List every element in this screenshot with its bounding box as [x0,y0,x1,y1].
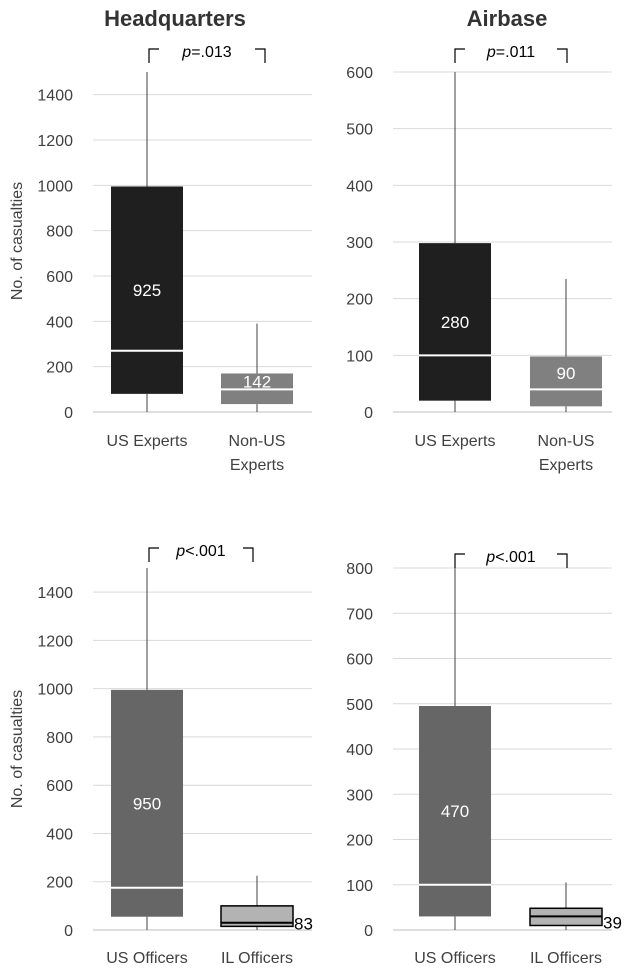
y-tick-label: 800 [46,730,73,747]
y-tick-label: 700 [346,606,373,623]
x-category-label: US Experts [415,433,496,450]
chart-panel-3: No. of casualties 0 200 400 600 800 1000 1200 14… [9,543,313,967]
significance-bracket-left [148,547,159,562]
y-tick-label: 1200 [37,633,73,650]
x-category-label: IL Officers [221,950,293,967]
y-tick-label: 200 [346,833,373,850]
chart-panel-2: Airbase 0 100 200 300 400 500 600 280 US Experts 9… [346,6,612,474]
chart-title: Headquarters [104,6,246,31]
box-value-label: 470 [441,802,469,821]
chart-panel-4: 0 100 200 300 400 500 600 700 800 470 US Officers 3… [346,549,622,967]
p-value-text: <.001 [495,549,536,566]
box-body [111,186,183,394]
x-category-label: US Officers [106,950,188,967]
x-category-label: US Experts [107,433,188,450]
box-body [530,356,602,407]
box-body [220,905,294,928]
x-category-label: IL Officers [530,950,602,967]
significance-bracket-right [255,48,266,63]
box-value-label: 142 [243,372,271,391]
y-tick-label: 0 [364,923,373,940]
p-value-text: <.001 [185,543,226,560]
y-tick-label: 500 [346,697,373,714]
chart-panel-1: Headquarters No. of casualties 0 200 400 600 8… [9,6,312,474]
y-tick-label: 200 [346,292,373,309]
y-tick-label: 300 [346,235,373,252]
y-tick-label: 800 [46,224,73,241]
chart-title: Airbase [467,6,548,31]
box-value-label: 90 [557,364,576,383]
box-value-label: 83 [294,914,313,933]
y-tick-label: 600 [346,652,373,669]
y-tick-label: 600 [346,65,373,82]
box-value-label: 280 [441,313,469,332]
y-tick-label: 1000 [37,682,73,699]
y-tick-label: 400 [346,178,373,195]
significance-bracket-left [454,48,465,63]
y-tick-label: 1000 [37,178,73,195]
y-tick-label: 1400 [37,88,73,105]
y-tick-label: 300 [346,787,373,804]
y-tick-label: 400 [46,826,73,843]
p-value-symbol: p [175,543,185,560]
p-value-label: p=.013 [181,44,231,61]
box-value-label: 39 [603,913,622,932]
x-category-label: Non-US [229,433,286,450]
y-tick-label: 200 [46,360,73,377]
significance-bracket-right [557,553,568,568]
p-value-text: =.013 [191,44,232,61]
x-category-label: Experts [230,457,284,474]
box-body [419,243,491,401]
y-tick-label: 0 [64,923,73,940]
y-tick-label: 1400 [37,585,73,602]
y-tick-label: 500 [346,122,373,139]
significance-bracket-right [243,547,254,562]
y-axis-label: No. of casualties [9,690,26,808]
p-value-text: =.011 [496,44,535,61]
p-value-symbol: p [181,44,191,61]
x-category-label: US Officers [414,950,496,967]
significance-bracket-left [454,553,465,568]
y-tick-label: 0 [64,405,73,422]
y-tick-label: 600 [46,778,73,795]
p-value-label: p=.011 [486,44,535,61]
significance-bracket-right [557,48,568,63]
x-category-label: Non-US [538,433,595,450]
significance-bracket-left [148,48,159,63]
y-tick-label: 100 [346,878,373,895]
y-tick-label: 400 [46,314,73,331]
box-value-label: 925 [133,281,161,300]
p-value-label: p<.001 [485,549,535,566]
y-tick-label: 0 [364,405,373,422]
box-value-label: 950 [133,794,161,813]
box-body [111,689,183,917]
y-tick-label: 600 [46,269,73,286]
y-tick-label: 800 [346,561,373,578]
y-tick-label: 1200 [37,133,73,150]
y-axis-label: No. of casualties [9,182,26,300]
p-value-symbol: p [485,549,495,566]
p-value-label: p<.001 [175,543,225,560]
p-value-symbol: p [486,44,496,61]
x-category-label: Experts [539,457,593,474]
y-tick-label: 200 [46,875,73,892]
y-tick-label: 100 [346,348,373,365]
y-tick-label: 400 [346,742,373,759]
box-body [419,706,491,917]
